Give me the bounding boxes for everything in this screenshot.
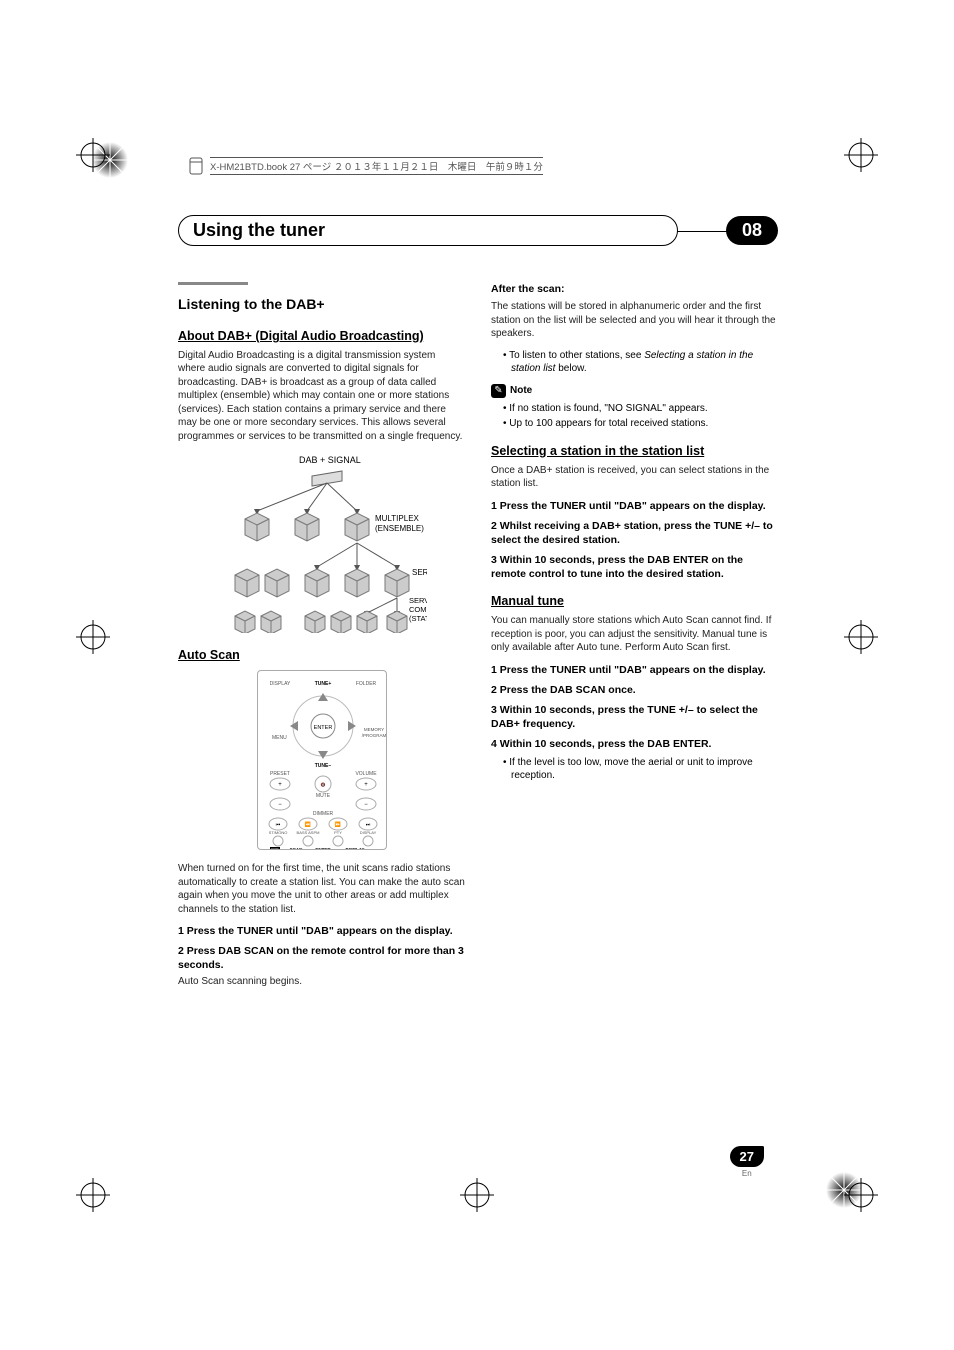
chapter-header: Using the tuner 08 bbox=[178, 215, 778, 246]
content-area: Using the tuner 08 Listening to the DAB+… bbox=[178, 215, 778, 996]
sel-step-2: 2 Whilst receiving a DAB+ station, press… bbox=[491, 519, 778, 547]
svg-text:SCAN: SCAN bbox=[289, 847, 302, 850]
page-root: X-HM21BTD.book 27 ページ ２０１３年１１月２１日 木曜日 午前… bbox=[0, 0, 954, 1350]
remote-control-diagram: DISPLAY TUNE+ FOLDER ENTER MENU MEMORY /… bbox=[257, 670, 387, 850]
svg-text:ENTER: ENTER bbox=[313, 725, 332, 731]
svg-text:⏩: ⏩ bbox=[334, 821, 340, 828]
svg-text:⏭: ⏭ bbox=[365, 822, 370, 828]
note-label: Note bbox=[510, 384, 532, 398]
man-step-2: 2 Press the DAB SCAN once. bbox=[491, 683, 778, 697]
book-icon bbox=[188, 155, 206, 177]
svg-text:VOLUME: VOLUME bbox=[355, 771, 377, 777]
crop-mark-icon bbox=[76, 620, 110, 654]
svg-text:⏪: ⏪ bbox=[304, 821, 310, 828]
svg-text:MEMORY: MEMORY bbox=[363, 727, 383, 732]
crop-mark-icon bbox=[76, 1178, 110, 1212]
print-header: X-HM21BTD.book 27 ページ ２０１３年１１月２１日 木曜日 午前… bbox=[188, 155, 888, 177]
page-number-value: 27 bbox=[730, 1146, 764, 1167]
man-bullet-1: If the level is too low, move the aerial… bbox=[497, 756, 778, 783]
svg-text:COMPONENTS: COMPONENTS bbox=[409, 605, 427, 614]
heading-manual-tune: Manual tune bbox=[491, 593, 778, 610]
dab-signal-diagram: DAB + SIGNAL MULTIPLEX (ENSEMBLE) bbox=[217, 453, 427, 633]
svg-text:+: + bbox=[364, 782, 368, 788]
svg-text:+: + bbox=[278, 782, 282, 788]
svg-text:−: − bbox=[364, 802, 368, 808]
diagram-label-services: SERVICES bbox=[412, 568, 427, 577]
svg-text:/PROGRAM: /PROGRAM bbox=[361, 733, 386, 738]
auto-scan-step-2-sub: Auto Scan scanning begins. bbox=[178, 975, 465, 989]
svg-text:FOLDER: FOLDER bbox=[355, 681, 376, 687]
svg-text:(ENSEMBLE): (ENSEMBLE) bbox=[375, 524, 424, 533]
man-step-4: 4 Within 10 seconds, press the DAB ENTER… bbox=[491, 737, 778, 751]
note-icon: ✎ bbox=[491, 384, 506, 398]
svg-text:TUNE−: TUNE− bbox=[314, 763, 331, 769]
svg-text:(STATIONS): (STATIONS) bbox=[409, 614, 427, 623]
auto-scan-body: When turned on for the first time, the u… bbox=[178, 862, 465, 916]
svg-text:DAB: DAB bbox=[271, 848, 279, 851]
svg-text:🔇: 🔇 bbox=[320, 782, 325, 787]
crop-mark-icon bbox=[76, 138, 110, 172]
sel-step-3: 3 Within 10 seconds, press the DAB ENTER… bbox=[491, 553, 778, 581]
heading-selecting-station: Selecting a station in the station list bbox=[491, 443, 778, 460]
left-column: Listening to the DAB+ About DAB+ (Digita… bbox=[178, 282, 465, 996]
after-scan-body: The stations will be stored in alphanume… bbox=[491, 300, 778, 341]
svg-text:DISPLAY: DISPLAY bbox=[359, 830, 376, 835]
page-number: 27 En bbox=[730, 1146, 764, 1178]
print-header-text: X-HM21BTD.book 27 ページ ２０１３年１１月２１日 木曜日 午前… bbox=[210, 157, 543, 175]
man-step-1: 1 Press the TUNER until "DAB" appears on… bbox=[491, 663, 778, 677]
heading-about-dab: About DAB+ (Digital Audio Broadcasting) bbox=[178, 328, 465, 345]
svg-text:DISPLAY: DISPLAY bbox=[345, 847, 364, 850]
svg-text:ST/MONO: ST/MONO bbox=[268, 830, 287, 835]
svg-text:ENTER: ENTER bbox=[315, 847, 331, 850]
svg-text:PRESET: PRESET bbox=[269, 771, 289, 777]
heading-auto-scan: Auto Scan bbox=[178, 647, 465, 664]
note-bullet-2: Up to 100 appears for total received sta… bbox=[497, 417, 778, 431]
diagram-label-top: DAB + SIGNAL bbox=[299, 455, 361, 465]
selecting-body: Once a DAB+ station is received, you can… bbox=[491, 464, 778, 491]
crop-mark-icon bbox=[460, 1178, 494, 1212]
after-scan-heading: After the scan: bbox=[491, 282, 778, 296]
page-lang: En bbox=[730, 1169, 764, 1178]
sel-step-1: 1 Press the TUNER until "DAB" appears on… bbox=[491, 499, 778, 513]
svg-text:DISPLAY: DISPLAY bbox=[269, 681, 290, 687]
note-block: ✎ Note bbox=[491, 384, 778, 398]
crop-mark-icon bbox=[844, 1178, 878, 1212]
right-column: After the scan: The stations will be sto… bbox=[491, 282, 778, 996]
note-bullet-1: If no station is found, "NO SIGNAL" appe… bbox=[497, 402, 778, 416]
svg-text:−: − bbox=[278, 802, 282, 808]
svg-text:PTY: PTY bbox=[334, 830, 342, 835]
auto-scan-step-2: 2 Press DAB SCAN on the remote control f… bbox=[178, 944, 465, 972]
svg-text:SERVICES: SERVICES bbox=[409, 596, 427, 605]
after-scan-bullet: To listen to other stations, see Selecti… bbox=[497, 349, 778, 376]
diagram-label-multiplex: MULTIPLEX bbox=[375, 514, 420, 523]
about-dab-body: Digital Audio Broadcasting is a digital … bbox=[178, 349, 465, 444]
svg-text:⏮: ⏮ bbox=[275, 822, 280, 828]
man-step-3: 3 Within 10 seconds, press the TUNE +/– … bbox=[491, 703, 778, 731]
auto-scan-step-1: 1 Press the TUNER until "DAB" appears on… bbox=[178, 924, 465, 938]
svg-text:MUTE: MUTE bbox=[315, 793, 330, 799]
crop-mark-icon bbox=[844, 620, 878, 654]
svg-text:MENU: MENU bbox=[272, 735, 287, 741]
manual-body: You can manually store stations which Au… bbox=[491, 614, 778, 655]
svg-text:BASS ASPM: BASS ASPM bbox=[296, 830, 319, 835]
chapter-title: Using the tuner bbox=[178, 215, 678, 246]
svg-text:DIMMER: DIMMER bbox=[312, 811, 333, 817]
svg-text:TUNE+: TUNE+ bbox=[314, 681, 331, 687]
heading-listening: Listening to the DAB+ bbox=[178, 295, 325, 314]
